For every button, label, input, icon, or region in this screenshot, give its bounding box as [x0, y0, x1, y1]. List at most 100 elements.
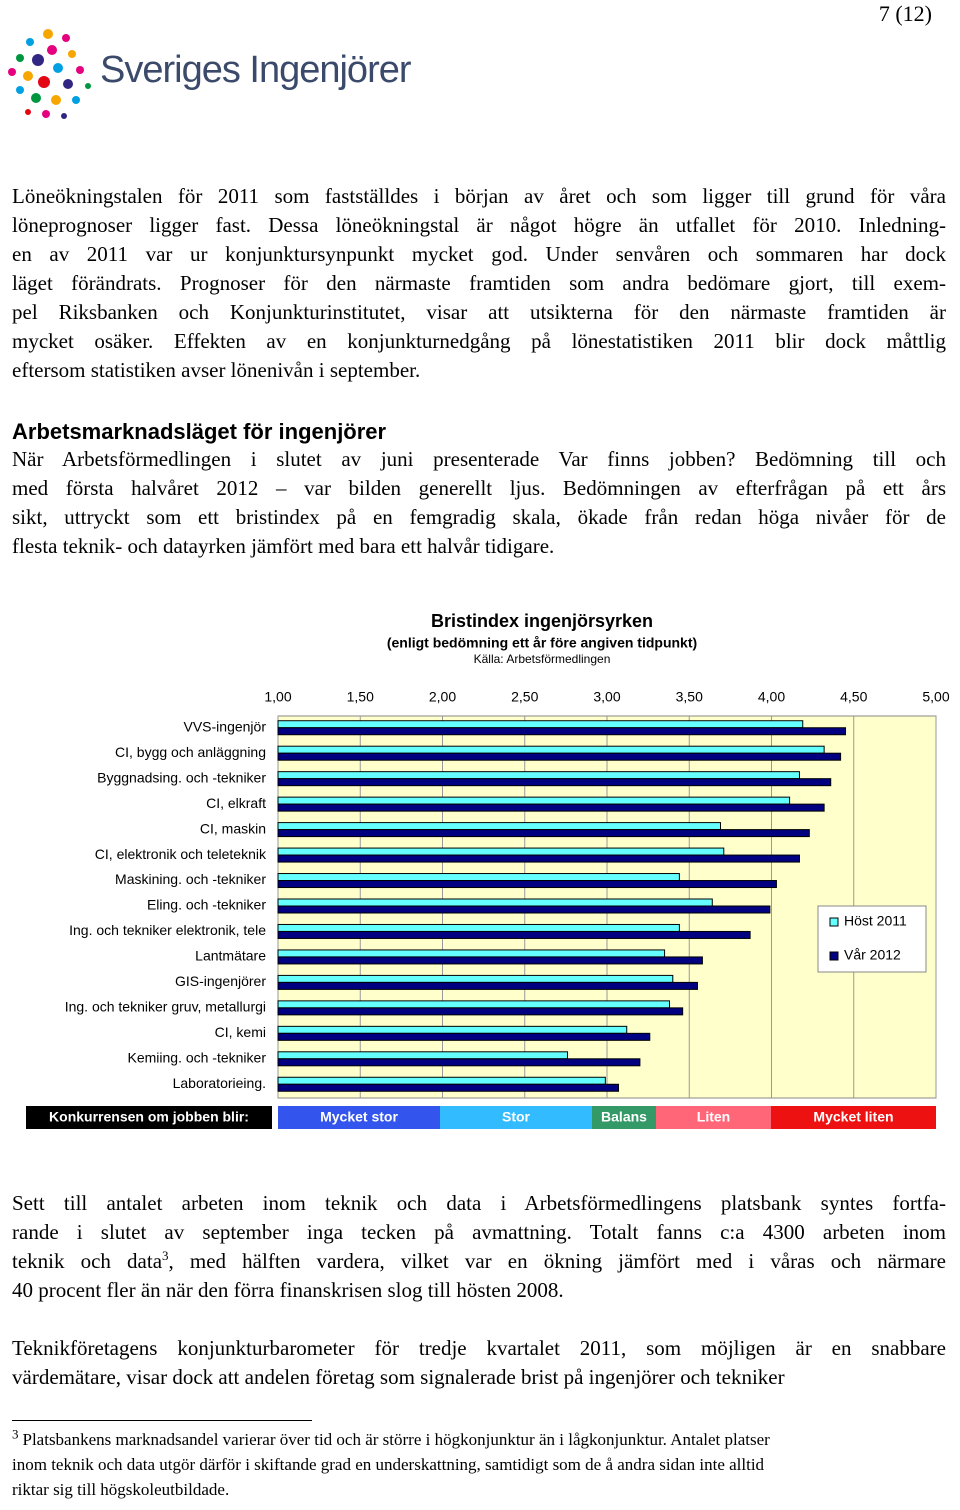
footnote-number: 3 [12, 1426, 19, 1442]
bar [277, 829, 810, 838]
text-line: med första halvåret 2012 – var bilden ge… [12, 476, 946, 500]
bar [277, 1025, 628, 1034]
text-line: läget förändrats. Prognoser för den närm… [12, 271, 946, 295]
bar [277, 854, 800, 863]
text-line: en av 2011 var ur konjunktursynpunkt myc… [12, 242, 946, 266]
logo: Sveriges Ingenjörer [8, 29, 413, 119]
bar [277, 745, 825, 754]
legend-label: Höst 2011 [844, 913, 907, 929]
scale-label: Konkurrensen om jobben blir: [49, 1109, 249, 1125]
bar [277, 956, 703, 965]
bar [277, 847, 725, 856]
bar [277, 949, 666, 958]
x-tick-label: 4,50 [840, 689, 867, 705]
scale-box-label: Mycket liten [813, 1109, 893, 1125]
bar [277, 930, 751, 939]
scale-label-box [26, 1106, 272, 1129]
footnote-line: 3 Platsbankens marknadsandel varierar öve… [12, 1427, 770, 1452]
text-line: mycket osäker. Effekten av en konjunktur… [12, 329, 946, 353]
footnote-line: inom teknik och data utgör därför i skif… [12, 1455, 765, 1474]
bar [277, 923, 680, 932]
x-tick-label: 5,00 [922, 689, 949, 705]
chart-title: Bristindex ingenjörsyrken [431, 611, 653, 631]
text-line: Teknikföretagens konjunkturbarometer för… [12, 1336, 946, 1360]
legend-swatch [829, 951, 839, 961]
category-label: Ing. och tekniker gruv, metallurgi [65, 999, 266, 1015]
footnote-line: riktar sig till högskoleutbildade. [12, 1480, 230, 1499]
bar [277, 1000, 671, 1009]
x-tick-label: 1,00 [264, 689, 291, 705]
bar [277, 752, 842, 761]
bar [277, 1051, 569, 1060]
bar [277, 981, 698, 990]
category-label: CI, elkraft [206, 795, 266, 811]
chart: Bristindex ingenjörsyrken (enligt bedömni… [26, 611, 950, 1129]
category-label: VVS-ingenjör [184, 718, 267, 734]
logo-text: Sveriges Ingenjörer [100, 49, 412, 91]
text-line: Sett till antalet arbeten inom teknik oc… [12, 1191, 946, 1215]
legend-box [817, 905, 927, 973]
bar [277, 778, 832, 787]
text-segment: , med hälften vardera, vilket var en ökn… [168, 1249, 946, 1273]
bar [277, 822, 722, 831]
bar [277, 1058, 641, 1067]
scale-box-label: Balans [601, 1109, 647, 1125]
x-tick-label: 1,50 [347, 689, 374, 705]
chart-subtitle: (enligt bedömning ett år före angiven ti… [387, 635, 697, 651]
section-heading: Arbetsmarknadsläget för ingenjörer [12, 419, 387, 444]
text-line: eftersom statistiken avser lönenivån i s… [12, 358, 421, 382]
legend-label: Vår 2012 [844, 947, 901, 963]
scale-box-label: Liten [697, 1109, 730, 1125]
bar [277, 880, 777, 889]
x-tick-label: 3,00 [593, 689, 620, 705]
category-label: Eling. och -tekniker [147, 897, 266, 913]
x-tick-label: 4,00 [758, 689, 785, 705]
text-line: löneprognoser ligger fast. Dessa löneökn… [12, 213, 946, 237]
scale-box [771, 1106, 936, 1129]
scale-box-label: Mycket stor [320, 1109, 398, 1125]
bar [277, 727, 847, 736]
bar [277, 771, 800, 780]
scale-box-label: Stor [502, 1109, 531, 1125]
category-label: CI, kemi [215, 1024, 266, 1040]
category-label: Lantmätare [195, 948, 266, 964]
scale-box [278, 1106, 440, 1129]
category-label: Ing. och tekniker elektronik, tele [69, 922, 266, 938]
text-line: teknik och data3, med hälften vardera, v… [12, 1247, 946, 1276]
bar [277, 1083, 620, 1092]
bar [277, 873, 680, 882]
bar [277, 796, 791, 805]
category-label: CI, maskin [200, 820, 266, 836]
logo-dots [8, 29, 91, 119]
text-segment: teknik och data [12, 1249, 163, 1273]
category-label: Maskining. och -tekniker [115, 871, 266, 887]
text-line: rande i slutet av september inga tecken … [12, 1220, 946, 1244]
scale-box [440, 1106, 592, 1129]
bar [277, 1032, 651, 1041]
text-line: pel Riksbanken och Konjunkturinstitutet,… [12, 300, 946, 324]
text-line: värdemätare, visar dock att andelen före… [12, 1365, 785, 1389]
bar [277, 1076, 606, 1085]
text-line: När Arbetsförmedlingen i slutet av juni … [12, 447, 946, 471]
category-label: GIS-ingenjörer [175, 973, 266, 989]
category-label: Kemiing. och -tekniker [127, 1050, 266, 1066]
text-line: 40 procent fler än när den förra finansk… [12, 1278, 564, 1302]
footnote-rule [12, 1420, 312, 1421]
text-line: Löneökningstalen för 2011 som fastställd… [12, 184, 946, 208]
x-tick-label: 2,50 [511, 689, 538, 705]
footnote-ref: 3 [162, 1248, 169, 1263]
category-label: Laboratorieing. [173, 1075, 266, 1091]
footnote-text: Platsbankens marknadsandel varierar över… [22, 1430, 770, 1449]
x-tick-label: 3,50 [676, 689, 703, 705]
bar [277, 898, 713, 907]
scale-box [656, 1106, 771, 1129]
text-line: flesta teknik- och datayrken jämfört med… [12, 534, 555, 558]
bar [277, 974, 674, 983]
category-label: CI, elektronik och teleteknik [95, 846, 267, 862]
scale-box [592, 1106, 656, 1129]
legend-swatch [829, 917, 839, 927]
x-tick-label: 2,00 [429, 689, 456, 705]
page-number: 7 (12) [878, 1, 932, 26]
bar [277, 1007, 684, 1016]
